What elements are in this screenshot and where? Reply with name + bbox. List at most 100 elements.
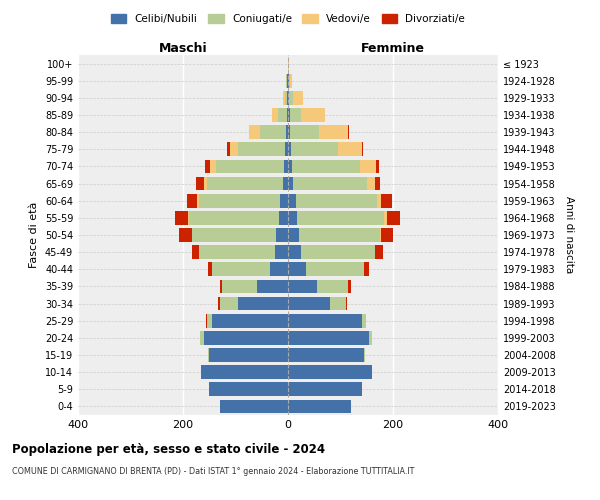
Bar xyxy=(296,194,377,207)
Bar xyxy=(208,348,209,362)
Bar xyxy=(290,108,301,122)
Bar xyxy=(364,348,365,362)
Bar xyxy=(227,142,230,156)
Bar xyxy=(384,211,387,224)
Bar xyxy=(349,280,351,293)
Bar xyxy=(288,262,307,276)
Bar xyxy=(206,314,212,328)
Bar xyxy=(206,176,283,190)
Bar xyxy=(199,194,280,207)
Bar xyxy=(196,176,204,190)
Bar xyxy=(290,126,319,139)
Bar xyxy=(220,296,238,310)
Bar xyxy=(288,108,290,122)
Bar xyxy=(288,246,301,259)
Bar xyxy=(205,160,210,173)
Bar xyxy=(288,314,361,328)
Bar xyxy=(280,194,288,207)
Text: COMUNE DI CARMIGNANO DI BRENTA (PD) - Dati ISTAT 1° gennaio 2024 - Elaborazione : COMUNE DI CARMIGNANO DI BRENTA (PD) - Da… xyxy=(12,468,415,476)
Bar xyxy=(348,126,349,139)
Bar xyxy=(212,314,288,328)
Bar xyxy=(269,262,288,276)
Bar xyxy=(330,296,346,310)
Bar xyxy=(288,280,317,293)
Text: Maschi: Maschi xyxy=(158,42,208,55)
Bar xyxy=(260,126,286,139)
Bar xyxy=(361,142,362,156)
Bar xyxy=(288,160,292,173)
Bar xyxy=(375,246,383,259)
Bar xyxy=(382,228,393,242)
Bar xyxy=(298,211,384,224)
Bar xyxy=(188,211,189,224)
Bar xyxy=(272,108,277,122)
Bar xyxy=(230,142,238,156)
Bar xyxy=(301,246,374,259)
Bar xyxy=(220,400,288,413)
Bar xyxy=(361,160,376,173)
Bar xyxy=(346,296,347,310)
Bar xyxy=(361,314,366,328)
Bar xyxy=(199,246,275,259)
Bar xyxy=(209,348,288,362)
Bar xyxy=(288,296,330,310)
Bar xyxy=(288,348,364,362)
Bar xyxy=(215,160,284,173)
Bar xyxy=(190,211,278,224)
Bar xyxy=(179,228,192,242)
Bar xyxy=(204,176,206,190)
Bar xyxy=(288,211,298,224)
Y-axis label: Anni di nascita: Anni di nascita xyxy=(564,196,574,274)
Bar xyxy=(288,228,299,242)
Bar xyxy=(307,262,364,276)
Bar xyxy=(285,142,288,156)
Bar xyxy=(370,331,372,344)
Bar xyxy=(290,74,292,88)
Bar xyxy=(287,108,288,122)
Bar xyxy=(293,176,367,190)
Text: Popolazione per età, sesso e stato civile - 2024: Popolazione per età, sesso e stato civil… xyxy=(12,442,325,456)
Bar xyxy=(257,280,288,293)
Bar xyxy=(220,280,223,293)
Bar xyxy=(238,296,288,310)
Bar xyxy=(285,91,287,104)
Bar xyxy=(289,91,293,104)
Bar xyxy=(187,194,197,207)
Bar xyxy=(277,108,287,122)
Y-axis label: Fasce di età: Fasce di età xyxy=(29,202,39,268)
Bar xyxy=(288,400,351,413)
Bar xyxy=(288,56,289,70)
Bar xyxy=(290,142,338,156)
Bar xyxy=(283,176,288,190)
Bar xyxy=(288,142,290,156)
Text: Femmine: Femmine xyxy=(361,42,425,55)
Bar xyxy=(209,382,288,396)
Bar xyxy=(212,262,269,276)
Bar xyxy=(376,160,379,173)
Bar xyxy=(380,228,382,242)
Bar xyxy=(275,246,288,259)
Bar xyxy=(277,228,288,242)
Bar xyxy=(292,160,361,173)
Bar xyxy=(218,296,220,310)
Bar xyxy=(288,126,290,139)
Bar xyxy=(238,142,285,156)
Bar xyxy=(286,74,287,88)
Bar xyxy=(200,331,204,344)
Bar xyxy=(288,331,370,344)
Bar xyxy=(387,211,400,224)
Bar xyxy=(338,142,361,156)
Bar xyxy=(283,91,285,104)
Bar xyxy=(284,160,288,173)
Bar xyxy=(288,366,372,379)
Bar xyxy=(278,211,288,224)
Bar xyxy=(288,194,296,207)
Bar xyxy=(367,176,374,190)
Bar xyxy=(193,228,277,242)
Bar xyxy=(299,228,380,242)
Bar xyxy=(288,176,293,190)
Bar xyxy=(193,246,199,259)
Bar xyxy=(293,91,303,104)
Legend: Celibi/Nubili, Coniugati/e, Vedovi/e, Divorziati/e: Celibi/Nubili, Coniugati/e, Vedovi/e, Di… xyxy=(107,10,469,28)
Bar xyxy=(202,366,288,379)
